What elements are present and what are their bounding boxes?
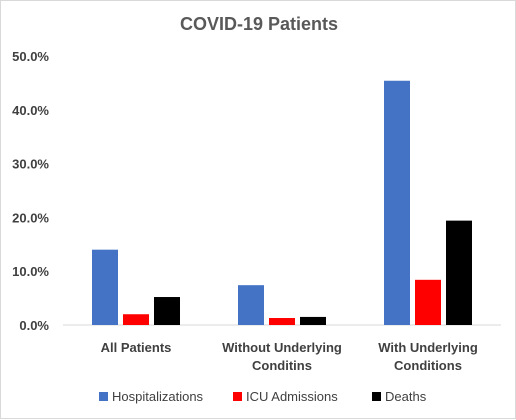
- x-axis-category-labels: All Patients Without Underlying ConditinsW…: [101, 340, 478, 373]
- y-tick-label: 40.0%: [12, 103, 49, 118]
- legend-swatch: [233, 392, 242, 401]
- x-category-label: With Underlying Conditions: [378, 340, 478, 373]
- legend-label: Hospitalizations: [112, 389, 204, 404]
- x-category-label: All Patients: [101, 340, 172, 355]
- legend-swatch: [99, 392, 108, 401]
- x-category-label-line: Conditins: [252, 358, 312, 373]
- bar-deaths: [446, 220, 472, 325]
- bar-hospitalizations: [92, 249, 118, 325]
- x-category-label-line: Without Underlying: [222, 340, 342, 355]
- y-axis-tick-labels: 0.0% 10.0% 20.0% 30.0% 40.0% 50.0%: [12, 49, 49, 333]
- x-category-label-line: Conditions: [394, 358, 462, 373]
- x-category-label: Without Underlying Conditins: [222, 340, 342, 373]
- bar-icu-admissions: [415, 279, 441, 325]
- bar-deaths: [300, 316, 326, 325]
- legend-label: Deaths: [385, 389, 427, 404]
- bar-deaths: [154, 297, 180, 325]
- bars: [92, 80, 472, 325]
- y-tick-label: 10.0%: [12, 264, 49, 279]
- bar-icu-admissions: [269, 318, 295, 325]
- bar-icu-admissions: [123, 314, 149, 325]
- y-tick-label: 20.0%: [12, 210, 49, 225]
- x-category-label-line: All Patients: [101, 340, 172, 355]
- x-category-label-line: With Underlying: [378, 340, 478, 355]
- bar-hospitalizations: [384, 80, 410, 325]
- y-tick-label: 50.0%: [12, 49, 49, 64]
- chart-title: COVID-19 Patients: [180, 14, 338, 34]
- legend: Hospitalizations ICU Admissions Deaths: [99, 389, 427, 404]
- bar-hospitalizations: [238, 285, 264, 325]
- y-tick-label: 30.0%: [12, 157, 49, 172]
- legend-label: ICU Admissions: [246, 389, 338, 404]
- legend-swatch: [372, 392, 381, 401]
- y-tick-label: 0.0%: [19, 318, 49, 333]
